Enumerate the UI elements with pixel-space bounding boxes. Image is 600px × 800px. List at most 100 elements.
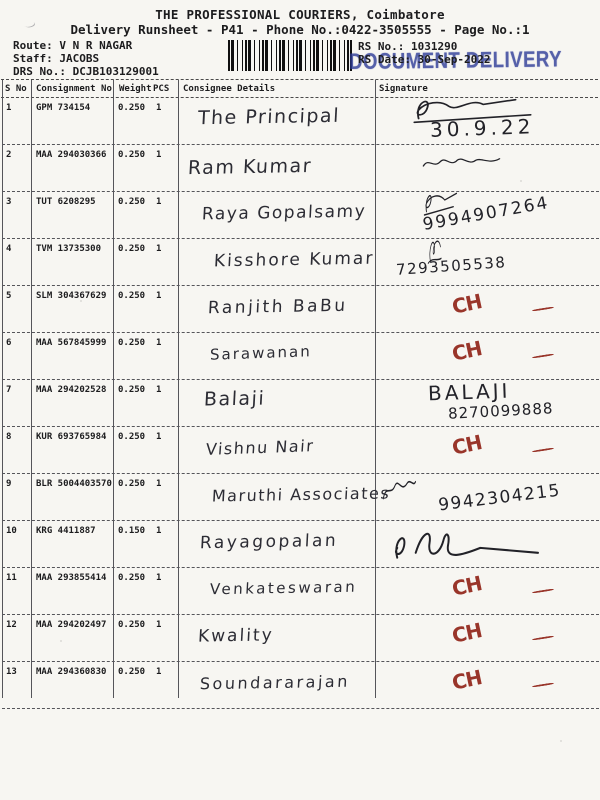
signature-note: 9942304215 — [437, 480, 562, 516]
consignment-number: KUR 693765984 — [36, 432, 107, 442]
rs-date-field: RS Date: 30-Sep-2022 — [358, 53, 490, 66]
pcs-value: 1 — [156, 150, 162, 160]
pcs-value: 1 — [156, 103, 162, 113]
consignment-number: MAA 294202497 — [36, 620, 107, 630]
signature-cell: CH — [380, 568, 598, 614]
signature-cell: CH — [380, 286, 598, 332]
row-serial-number: 8 — [6, 432, 12, 442]
weight-value: 0.250 — [118, 620, 146, 630]
pcs-value: 1 — [156, 338, 162, 348]
table-row: 11 MAA 293855414 0.250 1 Venkateswaran CH — [2, 568, 599, 615]
col-header-sno: S No — [5, 84, 27, 94]
red-dash-stroke — [531, 353, 555, 359]
signature-scribble-icon — [395, 532, 539, 559]
signature-scribble-icon — [382, 480, 416, 500]
weight-value: 0.250 — [118, 385, 146, 395]
pcs-value: 1 — [156, 385, 162, 395]
col-header-consignment: Consignment No — [36, 84, 112, 94]
consignee-handwritten-name: Vishnu Nair — [205, 436, 316, 459]
row-serial-number: 9 — [6, 479, 12, 489]
signature-cell: CH — [380, 427, 598, 473]
table-row: 3 TUT 6208295 0.250 1 Raya Gopalsamy 99949072… — [2, 192, 599, 239]
consignment-number: MAA 294202528 — [36, 385, 107, 395]
col-header-signature: Signature — [379, 84, 428, 94]
consignee-handwritten-name: Ranjith BaBu — [207, 295, 349, 319]
staff-value: JACOBS — [59, 52, 100, 65]
table-row: 9 BLR 5004403570 0.250 1 Maruthi Associates 9… — [2, 474, 599, 521]
consignment-number: MAA 294030366 — [36, 150, 107, 160]
page-subtitle: Delivery Runsheet - P41 - Phone No.:0422… — [70, 22, 530, 37]
pcs-value: 1 — [156, 197, 162, 207]
pcs-value: 1 — [156, 244, 162, 254]
route-value: V N R NAGAR — [59, 39, 133, 52]
ch-red-mark: CH — [449, 571, 484, 601]
scan-speck — [520, 180, 522, 182]
table-vertical-rule — [31, 80, 32, 698]
drs-value: DCJB103129001 — [72, 65, 159, 78]
consignment-number: MAA 567845999 — [36, 338, 107, 348]
pcs-value: 1 — [156, 432, 162, 442]
weight-value: 0.250 — [118, 197, 146, 207]
consignment-number: SLM 304367629 — [36, 291, 107, 301]
signature-cell: CH — [380, 615, 598, 661]
row-serial-number: 2 — [6, 150, 12, 160]
weight-value: 0.250 — [118, 244, 146, 254]
consignment-number: MAA 293855414 — [36, 573, 107, 583]
route-label: Route: — [13, 39, 53, 52]
signature-cell: 9942304215 — [380, 474, 598, 520]
barcode-icon — [228, 40, 352, 71]
signature-scribble-icon — [423, 192, 458, 216]
ch-red-mark: CH — [449, 430, 484, 460]
rs-date-label: RS Date: — [358, 53, 411, 66]
ch-red-mark: CH — [449, 618, 484, 648]
table-row: 8 KUR 693765984 0.250 1 Vishnu Nair CH — [2, 427, 599, 474]
signature-cell — [380, 521, 598, 567]
rs-no-value: 1031290 — [410, 40, 458, 53]
table-row: 1 GPM 734154 0.250 1 The Principal 30.9.22 — [2, 98, 599, 145]
row-serial-number: 6 — [6, 338, 12, 348]
pcs-value: 1 — [156, 667, 162, 677]
table-row: 5 SLM 304367629 0.250 1 Ranjith BaBu CH — [2, 286, 599, 333]
table-vertical-rule — [113, 80, 114, 698]
table-top-rule — [1, 79, 598, 80]
drs-number-field: DRS No.: DCJB103129001 — [13, 65, 159, 78]
ch-red-mark: CH — [449, 665, 484, 695]
table-rows: 1 GPM 734154 0.250 1 The Principal 30.9.22 2 MA… — [0, 98, 600, 709]
scan-speck — [80, 300, 82, 302]
consignment-number: GPM 734154 — [36, 103, 91, 113]
consignee-handwritten-name: Venkateswaran — [209, 577, 358, 599]
drs-label: DRS No.: — [13, 65, 66, 78]
consignee-handwritten-name: Sarawanan — [209, 342, 312, 364]
signature-cell: CH — [380, 662, 598, 708]
weight-value: 0.250 — [118, 103, 146, 113]
red-dash-stroke — [531, 682, 555, 688]
signature-cell: 9994907264 — [380, 192, 598, 238]
signature-cell: 30.9.22 — [380, 98, 598, 144]
consignee-handwritten-name: Ram Kumar — [187, 154, 313, 180]
consignment-number: TVM 13735300 — [36, 244, 102, 254]
signature-note: 30.9.22 — [429, 114, 535, 142]
ch-red-mark: CH — [449, 336, 484, 366]
pcs-value: 1 — [156, 479, 162, 489]
table-vertical-rule — [178, 80, 179, 698]
route-field: Route: V N R NAGAR — [13, 39, 132, 52]
pcs-value: 1 — [156, 291, 162, 301]
red-dash-stroke — [531, 306, 555, 312]
weight-value: 0.250 — [118, 150, 146, 160]
col-header-weight: Weight — [119, 84, 152, 94]
table-row: 10 KRG 4411887 0.150 1 Rayagopalan — [2, 521, 599, 568]
pcs-value: 1 — [156, 573, 162, 583]
staff-field: Staff: JACOBS — [13, 52, 99, 65]
table-row: 12 MAA 294202497 0.250 1 Kwality CH — [2, 615, 599, 662]
scan-speck — [60, 640, 62, 642]
red-dash-stroke — [531, 447, 555, 453]
weight-value: 0.150 — [118, 526, 146, 536]
consignment-number: BLR 5004403570 — [36, 479, 112, 489]
signature-note: 7293505538 — [395, 253, 507, 279]
col-header-pcs: PCS — [153, 84, 170, 94]
red-dash-stroke — [531, 635, 555, 641]
table-row: 6 MAA 567845999 0.250 1 Sarawanan CH — [2, 333, 599, 380]
signature-cell — [380, 145, 598, 191]
rs-date-value: 30-Sep-2022 — [417, 53, 491, 66]
table-row: 4 TVM 13735300 0.250 1 Kisshore Kumar 7293505… — [2, 239, 599, 286]
